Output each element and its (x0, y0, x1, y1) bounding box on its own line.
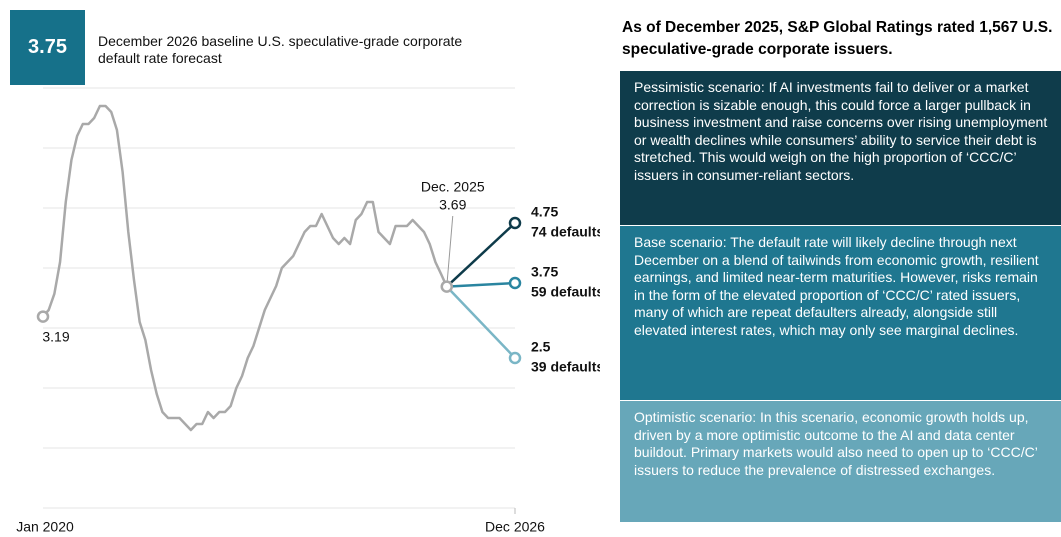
scenario-panel: As of December 2025, S&P Global Ratings … (620, 0, 1061, 537)
chart: Jan 2020 Dec 2026 Dec. 2025 3.69 3.19 4.75 74 … (16, 87, 600, 535)
scenario-box: Base scenario: The default rate will lik… (620, 226, 1061, 401)
value-label: 3.75 (531, 264, 558, 280)
defaults-label: 59 defaults (531, 284, 600, 300)
scenario-list: Pessimistic scenario: If AI investments … (620, 71, 1061, 523)
scenario-point (508, 216, 522, 230)
headline-text: December 2026 baseline U.S. speculative-… (98, 33, 463, 66)
history-point (440, 280, 454, 293)
x-tick-label: Jan 2020 (16, 519, 74, 535)
value-label: 3.19 (42, 329, 69, 345)
scenario-box: Optimistic scenario: In this scenario, e… (620, 401, 1061, 523)
defaults-label: 74 defaults (531, 224, 600, 240)
scenario-line (445, 222, 516, 288)
value-label: 4.75 (531, 204, 558, 220)
history-line (42, 104, 448, 432)
annotation-connector (446, 215, 454, 287)
defaults-label: 39 defaults (531, 359, 600, 375)
annotation-label: Dec. 2025 (421, 179, 485, 195)
panel-title: As of December 2025, S&P Global Ratings … (622, 19, 1053, 58)
scenario-line (446, 281, 516, 288)
x-tick-label: Dec 2026 (485, 519, 545, 535)
history-point (36, 310, 50, 323)
value-label: 2.5 (531, 339, 551, 355)
scenario-point (508, 351, 522, 365)
scenario-point (508, 276, 522, 290)
scenario-box: Pessimistic scenario: If AI investments … (620, 71, 1061, 226)
scenario-line (445, 285, 516, 359)
headline-value: 3.75 (10, 10, 85, 85)
value-label: 3.69 (439, 197, 466, 213)
